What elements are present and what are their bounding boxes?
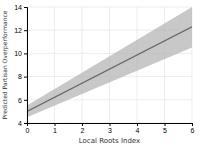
tick: 5 [163,123,167,134]
chart: 0123456468101214Local Roots IndexPredict… [0,0,200,147]
tick-label: 1 [53,127,57,134]
tick: 3 [108,123,112,134]
tick-label: 8 [18,73,22,80]
plot: 0123456468101214 [14,4,194,134]
tick-label: 3 [108,127,112,134]
tick: 8 [18,73,27,80]
tick-label: 10 [14,50,22,57]
tick: 1 [53,123,57,134]
tick-label: 14 [14,4,22,11]
tick-mark [82,123,83,126]
tick: 4 [136,123,140,134]
tick-label: 6 [18,97,22,104]
y-axis: 4 6 8 10 12 14 [14,4,27,127]
tick-mark [24,123,27,124]
tick-mark [24,53,27,54]
x-axis-title: Local Roots Index [79,137,140,145]
axis-line [28,124,193,127]
tick-label: 0 [26,127,30,134]
marks [27,7,192,117]
tick: 0 [26,123,30,134]
tick-mark [24,30,27,31]
x-axis: 0 1 2 3 4 5 6 [26,123,195,134]
tick-mark [24,100,27,101]
tick-label: 5 [163,127,167,134]
tick-mark [165,123,166,126]
tick: 14 [14,4,27,11]
tick: 6 [18,97,27,104]
tick: 2 [81,123,85,134]
regression-line [27,27,192,112]
tick-mark [110,123,111,126]
axis-line [24,8,28,124]
tick-mark [24,7,27,8]
tick-label: 4 [18,120,22,127]
tick-label: 12 [14,27,22,34]
tick-mark [137,123,138,126]
tick-mark [55,123,56,126]
grid-line-y [27,7,192,8]
tick: 12 [14,27,27,34]
tick-label: 6 [191,127,195,134]
tick-mark [24,77,27,78]
tick-label: 4 [136,127,140,134]
tick: 10 [14,50,27,57]
tick: 6 [191,123,195,134]
tick: 4 [18,120,27,127]
tick-mark [192,123,193,126]
tick-label: 2 [81,127,85,134]
y-axis-title: Predicted Partisan Overperformance [1,10,9,119]
grid-line-x [82,7,83,123]
grid [27,7,192,123]
ci-band [27,7,192,117]
